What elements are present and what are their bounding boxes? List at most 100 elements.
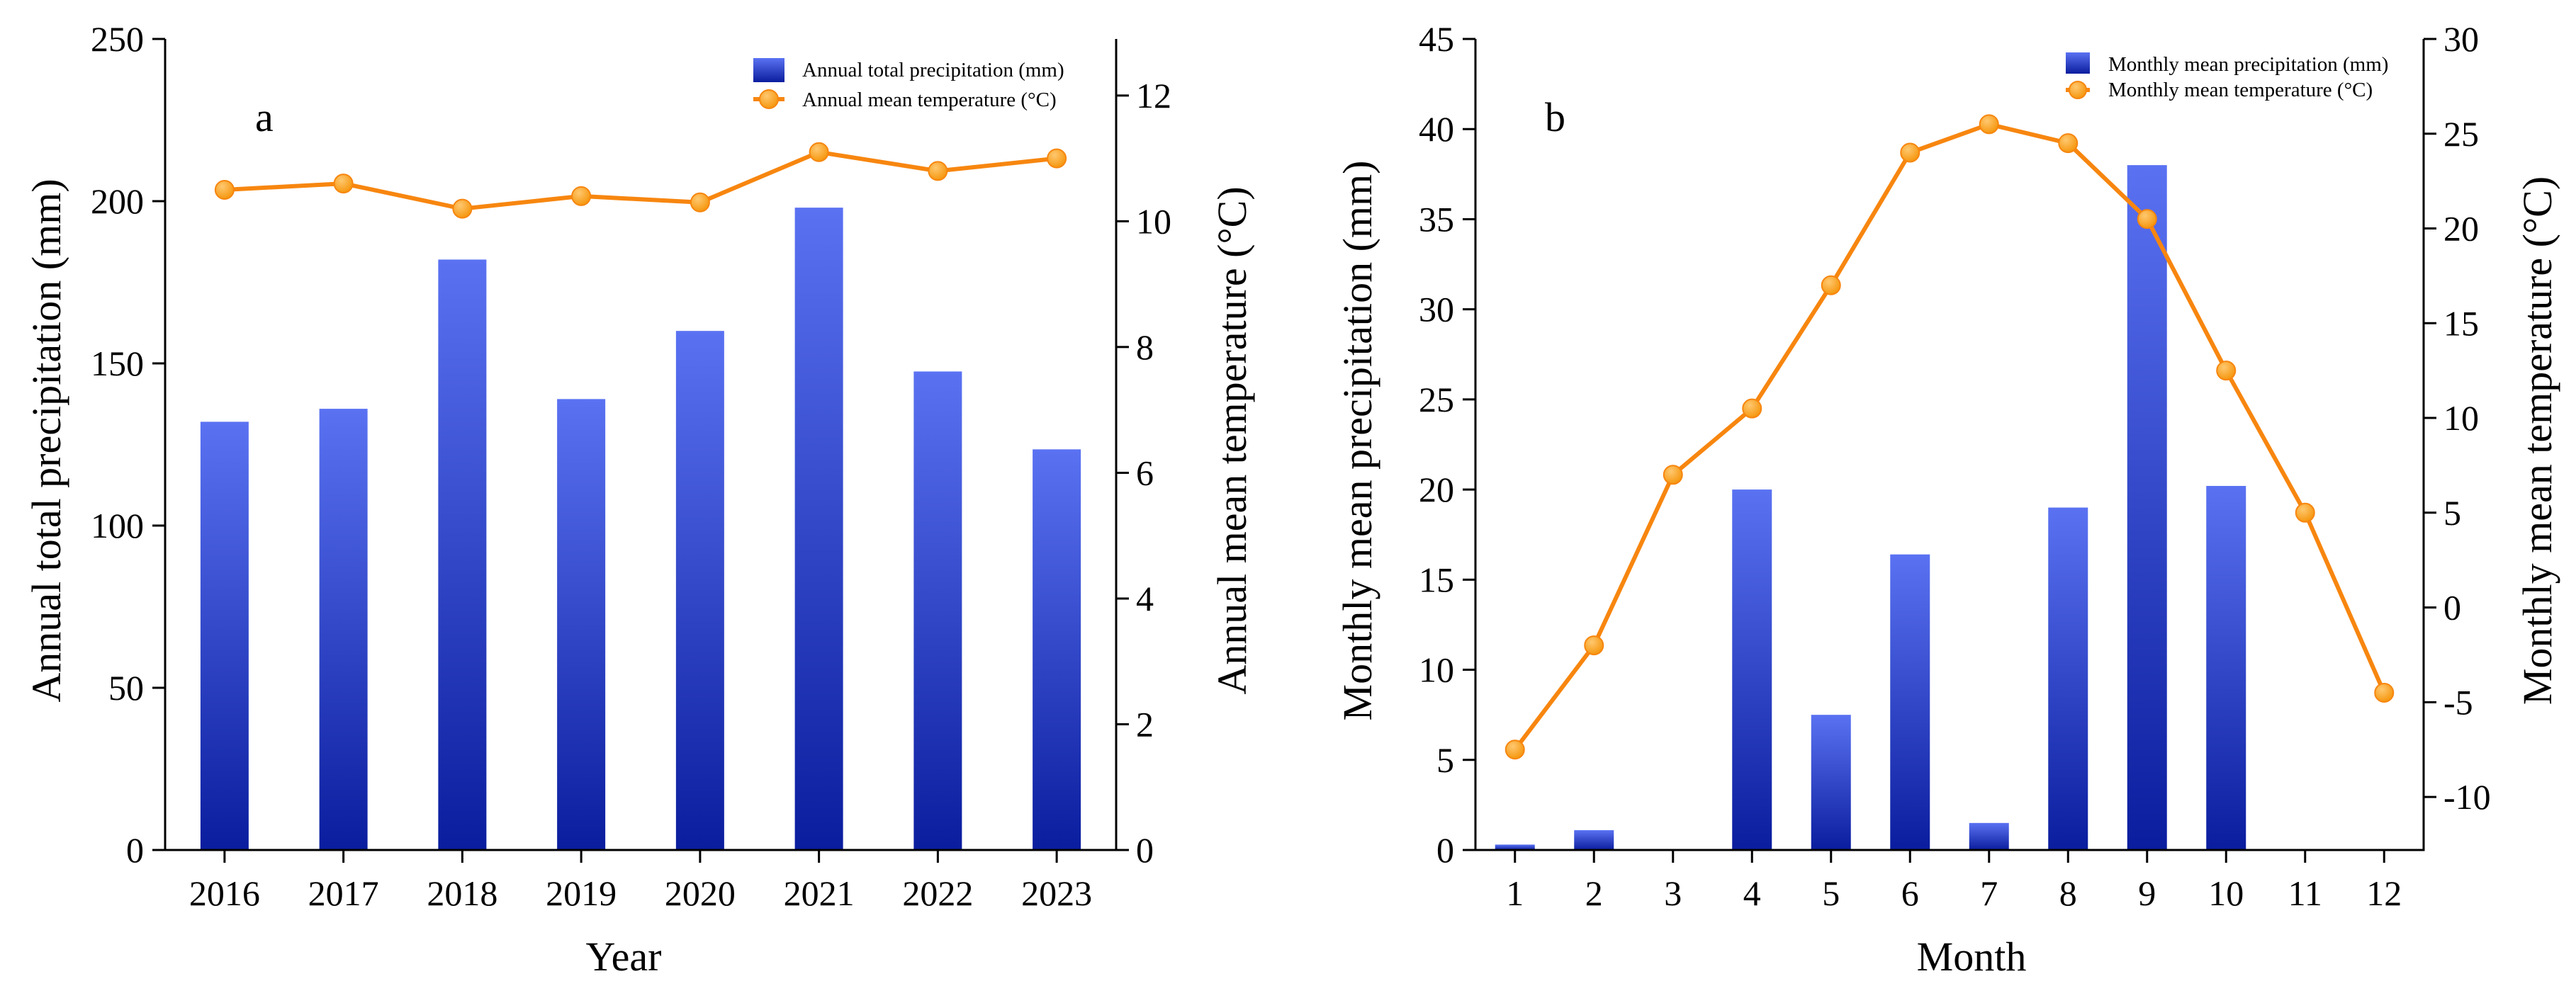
- panel-a-right-tick-label: 12: [1136, 76, 1171, 115]
- panel-a-bar-2016: [200, 421, 249, 850]
- panel-b-left-tick-label: 5: [1436, 740, 1454, 780]
- panel-b-left-tick-label: 20: [1419, 470, 1454, 509]
- panel-a-temperature-point-2016: [214, 180, 235, 200]
- panel-a-x-tick-label: 2018: [427, 873, 497, 913]
- panel-a-bar-2022: [913, 371, 962, 850]
- panel-b-x-tick-label: 12: [2366, 873, 2402, 913]
- panel-a-left-tick-label: 150: [91, 344, 144, 383]
- panel-b-x-tick-label: 6: [1901, 873, 1919, 913]
- panel-b-bar-6: [1890, 554, 1930, 850]
- panel-b-right-axis-title: Monthly mean temperature (°C): [2514, 176, 2560, 705]
- panel-b-temperature-point-9: [2137, 209, 2157, 230]
- panel-a-temperature-point-2021: [809, 142, 829, 162]
- panel-a-left-tick-label: 0: [126, 830, 144, 870]
- panel-b-x-tick-label: 10: [2208, 873, 2244, 913]
- panel-a-temperature-point-2018: [452, 198, 473, 219]
- panel-b-bar-9: [2127, 165, 2167, 851]
- panel-a-x-tick-label: 2020: [665, 873, 736, 913]
- panel-b-x-tick-label: 9: [2138, 873, 2156, 913]
- panel-b-right-tick-label: -5: [2443, 682, 2473, 722]
- panel-b-right-tick-label: 10: [2443, 398, 2479, 438]
- panel-b-x-tick-label: 8: [2059, 873, 2077, 913]
- panel-b-left-axis-title: Monthly mean precipitation (mm): [1334, 161, 1380, 721]
- panel-a-x-tick-label: 2021: [784, 873, 855, 913]
- panel-a-right-tick-label: 10: [1136, 201, 1171, 241]
- panel-b-left-tick-label: 35: [1419, 199, 1454, 239]
- panel-a-bar-2021: [794, 208, 843, 850]
- panel-b-left-tick-label: 30: [1419, 290, 1454, 329]
- panel-b-right-tick-label: 30: [2443, 19, 2479, 59]
- panel-b-temperature-point-4: [1742, 398, 1762, 419]
- panel-a-x-tick-label: 2019: [546, 873, 617, 913]
- panel-b-legend: Monthly mean precipitation (mm) Monthly …: [2066, 52, 2388, 101]
- panel-a-legend-line-marker: [759, 89, 779, 109]
- panel-b-right-tick-label: -10: [2443, 777, 2491, 817]
- panel-a-left-tick-label: 250: [91, 19, 144, 59]
- panel-a-temperature-point-2022: [928, 161, 948, 181]
- panel-a-x-tick-label: 2023: [1021, 873, 1092, 913]
- panel-b-x-tick-label: 1: [1506, 873, 1524, 913]
- panel-a-left-tick-label: 50: [108, 668, 144, 708]
- panel-a-legend-bar-swatch: [753, 58, 784, 82]
- panel-b-temperature-point-11: [2295, 502, 2315, 523]
- panel-b-temperature-point-3: [1663, 465, 1683, 485]
- panel-b-left-tick-label: 15: [1419, 560, 1454, 599]
- panel-a-right-tick-label: 2: [1136, 704, 1154, 744]
- panel-b-left-tick-label: 0: [1436, 830, 1454, 870]
- panel-b-left-tick-label: 10: [1419, 650, 1454, 690]
- panel-b-right-tick-label: 25: [2443, 114, 2479, 154]
- panel-a-bar-2023: [1033, 449, 1081, 850]
- panel-b-x-tick-label: 11: [2288, 873, 2322, 913]
- panel-a-x-tick-label: 2017: [308, 873, 379, 913]
- panel-a-x-tick-label: 2022: [902, 873, 973, 913]
- panel-a-temperature-point-2017: [333, 174, 354, 194]
- panel-a-right-tick-label: 8: [1136, 327, 1154, 367]
- panel-b-bar-4: [1732, 489, 1772, 850]
- panel-a-right-tick-label: 0: [1136, 830, 1154, 870]
- panel-a-right-tick-label: 6: [1136, 453, 1154, 492]
- panel-b-bar-2: [1574, 830, 1614, 850]
- panel-b-legend-bar-label: Monthly mean precipitation (mm): [2108, 53, 2388, 76]
- panel-b-x-tick-label: 4: [1743, 873, 1761, 913]
- panel-b-bar-1: [1495, 844, 1535, 850]
- panel-a-bar-2020: [675, 331, 724, 850]
- panel-a-plot-area: 0 50 100 150 200 250 0 2 4 6 8 10 12 2016 2017 2018 2019…: [91, 19, 1171, 913]
- panel-b-left-tick-label: 25: [1419, 380, 1454, 419]
- panel-a-temperature-point-2020: [690, 192, 710, 212]
- panel-a-legend: Annual total precipitation (mm) Annual m…: [753, 58, 1064, 111]
- panel-a-left-axis-title: Annual total precipitation (mm): [23, 178, 69, 702]
- panel-a-bar-2019: [557, 399, 606, 850]
- panel-a: 0 50 100 150 200 250 0 2 4 6 8 10 12 2016 2017 2018 2019…: [23, 19, 1255, 980]
- panel-a-bar-2018: [438, 259, 487, 850]
- panel-a-temperature-point-2023: [1047, 148, 1067, 169]
- panel-b-temperature-point-2: [1584, 635, 1604, 656]
- panel-a-left-tick-label: 100: [91, 506, 144, 545]
- panel-b-x-tick-label: 5: [1822, 873, 1840, 913]
- panel-a-right-tick-label: 4: [1136, 579, 1154, 618]
- panel-b-temperature-line: [1513, 122, 2387, 752]
- panel-b-temperature-point-5: [1821, 275, 1841, 295]
- panel-b-x-tick-label: 3: [1664, 873, 1682, 913]
- panel-a-x-axis-title: Year: [586, 934, 662, 980]
- panel-a-bar-2017: [319, 409, 368, 850]
- panel-b-temperature-point-7: [1979, 114, 1999, 135]
- panel-b-x-tick-label: 7: [1980, 873, 1998, 913]
- panel-b-temperature-point-6: [1900, 142, 1920, 163]
- panel-a-left-tick-label: 200: [91, 181, 144, 221]
- panel-a-temperature-line: [224, 149, 1057, 211]
- panel-a-x-tick-label: 2016: [189, 873, 260, 913]
- panel-b-legend-line-label: Monthly mean temperature (°C): [2108, 79, 2373, 101]
- panel-b-bar-7: [1969, 822, 2009, 850]
- panel-b-bar-8: [2048, 507, 2088, 850]
- panel-b-x-axis-title: Month: [1917, 934, 2027, 980]
- panel-b-bar-5: [1811, 715, 1851, 850]
- panel-b-left-tick-label: 45: [1419, 19, 1454, 59]
- panel-b-bar-10: [2206, 486, 2246, 850]
- panel-b-legend-bar-swatch: [2066, 52, 2090, 74]
- panel-b-temperature-point-10: [2216, 361, 2237, 381]
- panel-b-right-tick-label: 0: [2443, 588, 2461, 628]
- panel-b-temperature-point-1: [1504, 740, 1525, 760]
